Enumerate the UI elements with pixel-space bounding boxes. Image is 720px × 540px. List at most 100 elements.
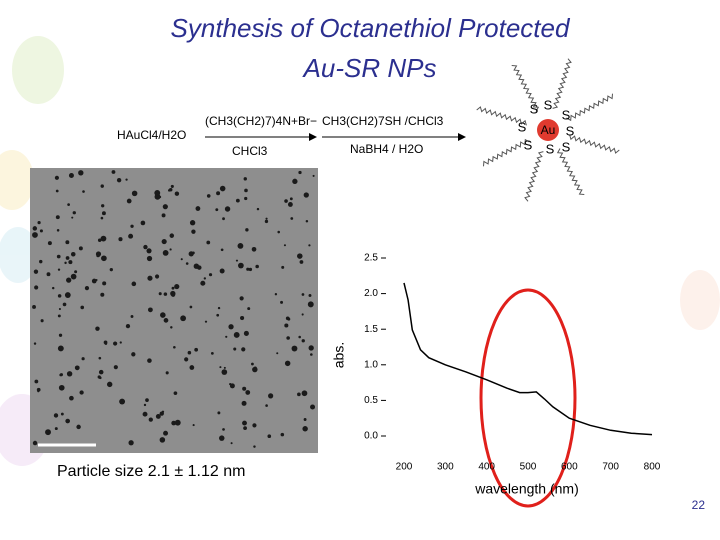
particle: [242, 420, 247, 426]
particle: [54, 427, 58, 431]
particle: [171, 292, 176, 297]
particle: [251, 246, 257, 252]
particle: [280, 300, 284, 304]
tem-image: [30, 168, 318, 453]
ligand-chain: [524, 151, 544, 202]
particle: [65, 418, 71, 424]
ligand-atom: S: [562, 139, 571, 154]
particle: [109, 268, 113, 272]
particle: [78, 246, 83, 251]
particle: [97, 238, 102, 242]
ligand-atom: S: [566, 123, 575, 138]
particle: [146, 248, 152, 254]
particle: [113, 341, 118, 346]
particle: [233, 347, 237, 351]
particle: [171, 420, 177, 426]
particle: [95, 326, 100, 331]
particle: [64, 292, 71, 298]
particle: [131, 281, 137, 287]
particle: [243, 330, 249, 336]
particle: [308, 293, 312, 297]
particle: [187, 350, 192, 355]
particle: [72, 211, 76, 215]
particle: [284, 199, 288, 203]
y-tick-label: 0.0: [364, 431, 378, 442]
particle: [167, 189, 171, 192]
particle: [174, 283, 180, 290]
highlight: [479, 288, 577, 508]
particle: [280, 432, 285, 437]
particle: [242, 386, 247, 391]
particle: [70, 273, 77, 280]
particle: [239, 296, 244, 301]
particle: [189, 305, 193, 309]
particle: [62, 302, 67, 307]
particle: [91, 278, 97, 284]
particle: [66, 277, 72, 283]
particle: [60, 412, 64, 416]
particle: [208, 273, 213, 277]
particle: [303, 192, 309, 198]
ligand-atom: S: [544, 97, 553, 112]
particle: [191, 229, 196, 234]
particle: [74, 270, 78, 274]
particle: [37, 221, 41, 225]
particle: [111, 170, 116, 174]
particle: [287, 202, 293, 207]
particle: [57, 268, 61, 271]
particle: [119, 398, 126, 405]
particle: [203, 277, 207, 280]
particle: [95, 278, 98, 282]
particle: [163, 318, 169, 323]
particle: [162, 250, 169, 256]
particle: [180, 258, 183, 261]
particle: [276, 352, 279, 355]
particle: [39, 229, 43, 233]
particle: [247, 307, 251, 311]
title-line: Au-SR NPs: [302, 53, 437, 83]
particle: [189, 220, 196, 226]
particle: [301, 293, 305, 296]
particle: [100, 292, 105, 297]
particle: [58, 307, 61, 311]
particle: [284, 360, 291, 367]
particle: [32, 440, 38, 446]
particle: [147, 275, 153, 281]
particle: [245, 228, 249, 232]
ligand-chain: [556, 148, 585, 195]
ligand-chain: [511, 65, 540, 112]
particle: [233, 332, 240, 338]
particle: [253, 445, 256, 448]
particle: [55, 189, 59, 193]
particle: [235, 259, 239, 262]
particle: [159, 437, 166, 443]
particle: [100, 216, 104, 220]
particle: [33, 342, 37, 345]
x-tick-label: 800: [644, 462, 661, 473]
particle: [252, 366, 258, 373]
particle: [119, 341, 122, 344]
particle: [56, 254, 61, 259]
particle: [170, 184, 174, 188]
particle: [206, 240, 211, 245]
particle: [74, 365, 80, 371]
particle: [298, 170, 302, 175]
particle: [169, 248, 172, 251]
particle: [68, 260, 73, 265]
reagent: NaBH4 / H2O: [350, 142, 423, 156]
particle: [67, 203, 70, 206]
particle: [57, 345, 64, 352]
particle: [228, 324, 234, 330]
reagent: (CH3(CH2)7)4N+Br−: [205, 114, 317, 128]
particle: [246, 267, 250, 271]
particle: [45, 429, 51, 436]
arrow-head: [458, 133, 466, 141]
particle: [125, 323, 131, 329]
particle: [303, 418, 307, 421]
particle: [192, 424, 195, 427]
particle: [192, 251, 195, 255]
particle: [56, 229, 60, 232]
particle: [238, 262, 244, 269]
particle: [131, 352, 136, 357]
y-tick-label: 2.5: [364, 253, 378, 264]
